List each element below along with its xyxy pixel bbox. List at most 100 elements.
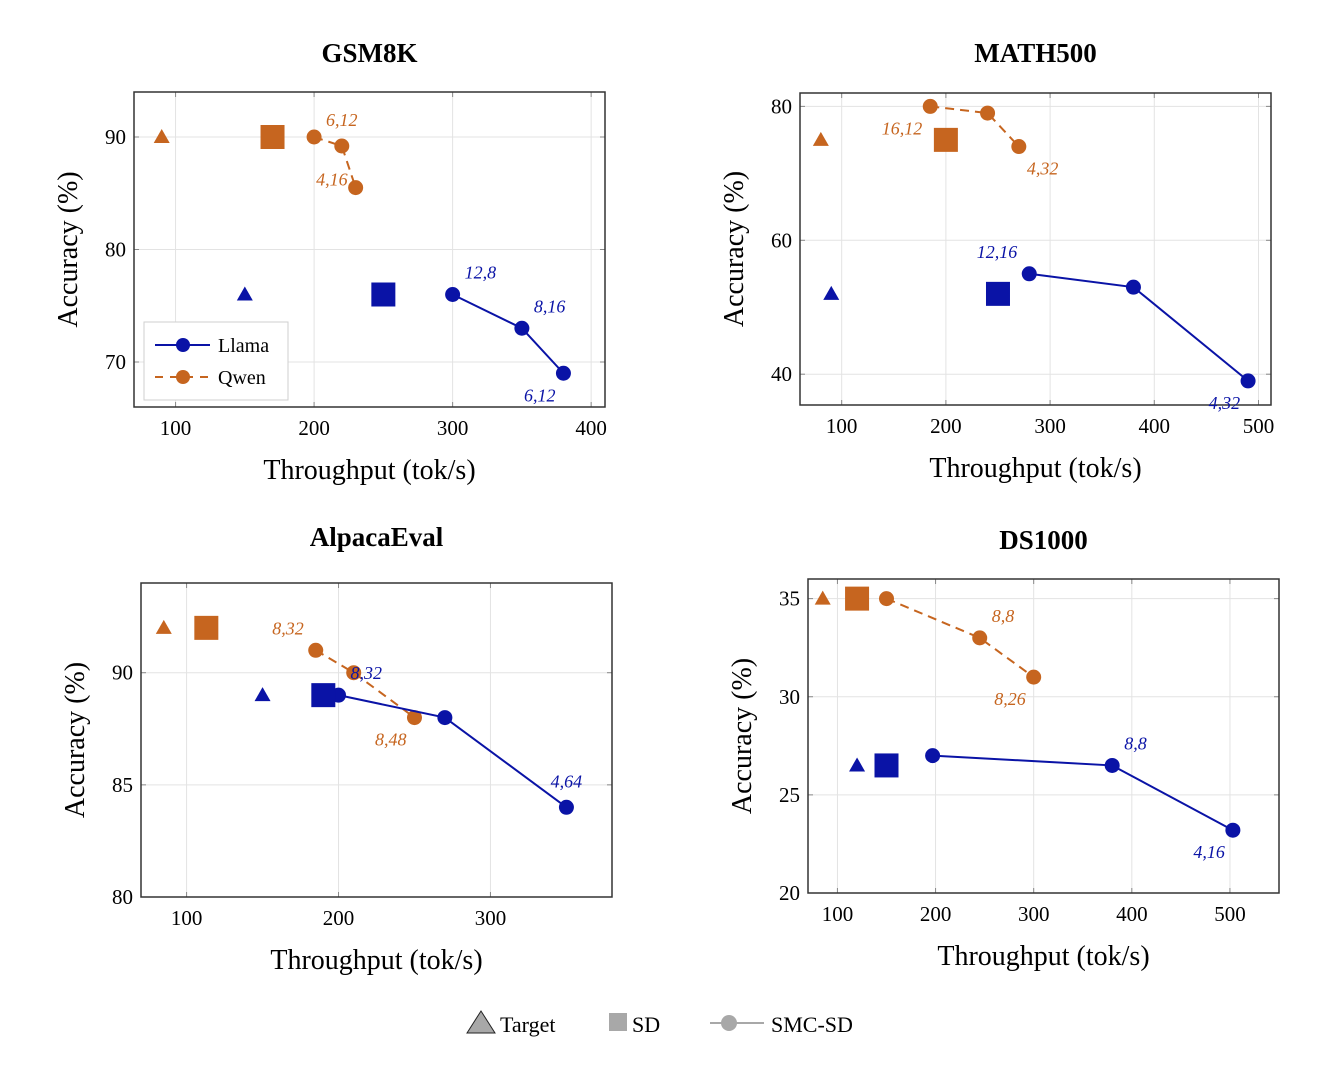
smc-sd-point-qwen xyxy=(980,105,996,121)
square-icon xyxy=(609,1013,627,1031)
smc-sd-point-llama xyxy=(1021,266,1037,282)
series-llama: 8,32 4,64 xyxy=(254,663,583,815)
target-point-llama xyxy=(823,285,840,300)
series-llama: 12,8 8,16 6,12 xyxy=(236,263,571,405)
annotation-label: 4,64 xyxy=(551,771,583,791)
target-point-llama xyxy=(849,757,866,772)
x-tick-label: 400 xyxy=(575,416,607,440)
smc-sd-point-llama xyxy=(1104,757,1120,773)
annotation-label: 16,12 xyxy=(882,118,923,138)
series-qwen: 6,12 4,16 xyxy=(153,110,364,196)
legend-target: Target xyxy=(466,1010,555,1037)
x-tick-label: 300 xyxy=(1034,414,1066,438)
x-tick-label: 200 xyxy=(920,902,952,926)
target-point-qwen xyxy=(814,590,831,605)
plot-frame xyxy=(799,92,1272,406)
x-tick-label: 200 xyxy=(323,906,355,930)
y-tick-label: 80 xyxy=(112,885,133,909)
plot-frame xyxy=(807,578,1280,894)
annotation-label: 8,8 xyxy=(992,606,1015,626)
annotation-label: 6,12 xyxy=(524,385,556,405)
legend-sd-label: SD xyxy=(632,1012,660,1037)
smc-sd-point-llama xyxy=(1240,373,1256,389)
annotation-label: 8,48 xyxy=(375,730,407,750)
y-tick-label: 25 xyxy=(779,783,800,807)
target-point-qwen xyxy=(155,619,172,634)
annotation-label: 4,16 xyxy=(316,170,348,190)
smc-sd-point-qwen xyxy=(922,98,938,114)
smc-sd-point-qwen xyxy=(348,180,364,196)
y-axis-label: Accuracy (%) xyxy=(727,658,758,814)
smc-sd-point-qwen xyxy=(308,642,324,658)
chart-title: AlpacaEval xyxy=(310,522,444,552)
annotation-label: 12,16 xyxy=(977,242,1018,262)
smc-sd-line-qwen xyxy=(930,105,1020,148)
triangle-icon xyxy=(466,1010,496,1034)
x-tick-label: 200 xyxy=(930,414,962,438)
x-tick-label: 400 xyxy=(1116,902,1148,926)
target-point-qwen xyxy=(812,131,829,146)
smc-sd-line-llama xyxy=(932,754,1234,832)
y-axis-label: Accuracy (%) xyxy=(719,171,750,327)
annotation-label: 6,12 xyxy=(326,110,358,130)
smc-sd-point-llama xyxy=(555,365,571,381)
smc-sd-point-qwen xyxy=(972,630,988,646)
chart-panel-ds1000: DS1000 100 200 300 400 500 20 25 30 35 Throughput … xyxy=(727,525,1280,972)
x-axis-label: Throughput (tok/s) xyxy=(270,945,482,976)
chart-panel-gsm8k: GSM8K 100 200 300 400 70 80 90 Throughput (tok/s… xyxy=(53,38,607,486)
annotation-label: 4,16 xyxy=(1193,842,1225,862)
chart-title: MATH500 xyxy=(974,38,1097,68)
smc-sd-line-llama xyxy=(338,694,568,809)
smc-sd-point-llama xyxy=(437,710,453,726)
x-tick-label: 100 xyxy=(822,902,854,926)
chart-panel-alpacaeval: AlpacaEval 100 200 300 80 85 90 Throughput (tok… xyxy=(60,522,613,976)
target-point-llama xyxy=(254,687,271,702)
circle-icon xyxy=(721,1015,737,1031)
y-tick-label: 60 xyxy=(771,228,792,252)
y-tick-label: 40 xyxy=(771,362,792,386)
smc-sd-point-llama xyxy=(1225,822,1241,838)
smc-sd-point-llama xyxy=(445,287,461,302)
smc-sd-point-llama xyxy=(514,320,530,336)
x-tick-label: 300 xyxy=(1018,902,1050,926)
smc-sd-point-llama xyxy=(925,748,941,764)
series-qwen: 8,8 8,26 xyxy=(814,586,1042,709)
y-tick-label: 35 xyxy=(779,587,800,611)
x-tick-label: 500 xyxy=(1243,414,1275,438)
series-llama: 8,8 4,16 xyxy=(849,733,1241,862)
chart-title: GSM8K xyxy=(321,38,417,68)
y-axis-label: Accuracy (%) xyxy=(53,171,84,327)
sd-point-llama xyxy=(874,753,899,778)
target-point-llama xyxy=(236,286,253,301)
smc-sd-point-qwen xyxy=(306,129,322,145)
chart-panel-math500: MATH500 100 200 300 400 500 40 60 80 Throughput (… xyxy=(719,38,1274,484)
smc-sd-point-llama xyxy=(1125,279,1141,295)
x-axis-label: Throughput (tok/s) xyxy=(929,453,1141,484)
legend-sd: SD xyxy=(609,1012,660,1037)
smc-sd-line-qwen xyxy=(886,597,1035,678)
series-qwen: 8,32 8,48 xyxy=(155,615,422,750)
y-tick-label: 80 xyxy=(105,238,126,262)
annotation-label: 8,32 xyxy=(272,618,304,638)
legend-smc-sd-label: SMC-SD xyxy=(771,1012,853,1037)
x-tick-label: 100 xyxy=(160,416,192,440)
sd-point-qwen xyxy=(933,127,958,152)
sd-point-llama xyxy=(985,281,1010,306)
legend-smc-sd: SMC-SD xyxy=(710,1012,853,1037)
legend-target-label: Target xyxy=(500,1012,555,1037)
target-point-qwen xyxy=(153,129,170,143)
x-tick-label: 300 xyxy=(475,906,507,930)
smc-sd-point-qwen xyxy=(1026,669,1042,685)
annotation-label: 8,8 xyxy=(1124,733,1147,753)
legend-marker-qwen xyxy=(176,370,190,384)
y-tick-label: 85 xyxy=(112,773,133,797)
chart-title: DS1000 xyxy=(999,525,1088,555)
smc-sd-point-qwen xyxy=(1011,139,1027,155)
x-tick-label: 500 xyxy=(1214,902,1246,926)
annotation-label: 8,26 xyxy=(994,689,1026,709)
smc-sd-line-qwen xyxy=(315,649,416,719)
x-axis-label: Throughput (tok/s) xyxy=(263,455,475,486)
x-tick-label: 100 xyxy=(826,414,858,438)
smc-sd-point-qwen xyxy=(406,710,422,726)
